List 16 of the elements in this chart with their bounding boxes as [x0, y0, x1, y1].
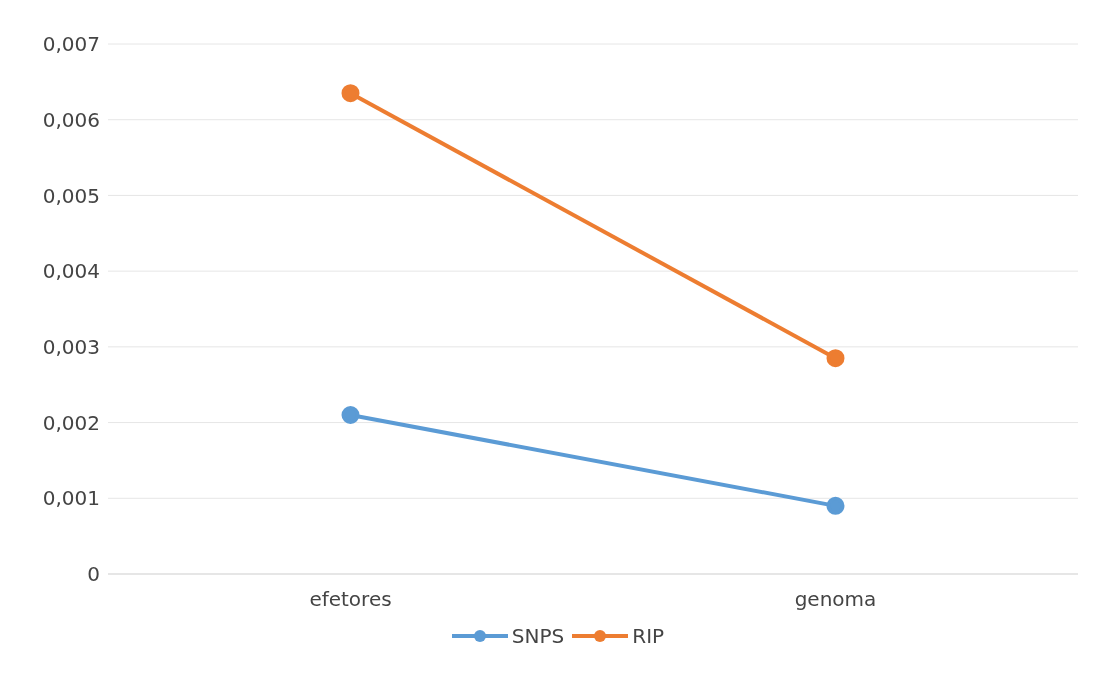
point — [341, 406, 360, 424]
x-tick-label: genoma — [794, 587, 877, 612]
legend-label: SNPS — [510, 624, 565, 648]
y-tick-label: 0,003 — [42, 334, 100, 359]
y-tick-label: 0,004 — [42, 259, 100, 284]
point — [341, 84, 360, 103]
y-tick-label: 0,005 — [42, 183, 100, 208]
y-tick-label: 0,002 — [42, 410, 100, 435]
legend-label: RIP — [631, 624, 665, 648]
y-tick-label: 0,007 — [42, 32, 100, 57]
y-tick-label: 0,006 — [42, 107, 100, 132]
point — [826, 496, 845, 515]
point — [826, 349, 845, 368]
y-tick-label: 0,001 — [42, 486, 100, 511]
x-tick-label: efetores — [309, 587, 392, 612]
y-tick-label: 0 — [87, 562, 100, 587]
